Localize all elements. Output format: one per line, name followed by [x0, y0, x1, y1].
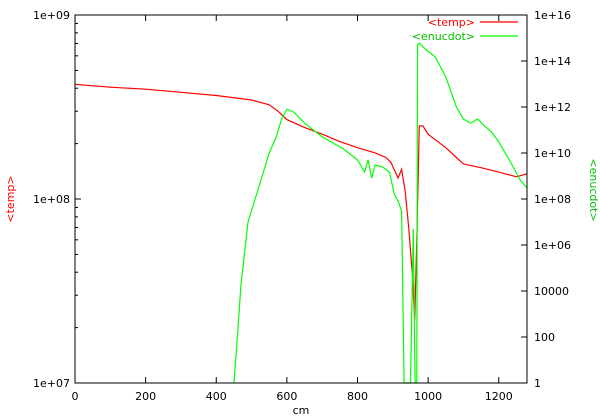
legend-label-enucdot: <enucdot> [412, 30, 475, 43]
x-tick-label: 1000 [414, 390, 442, 403]
x-tick-label: 800 [347, 390, 368, 403]
y-right-tick-label: 10000 [534, 285, 569, 298]
y-left-tick-label: 1e+07 [33, 377, 70, 390]
x-tick-label: 0 [72, 390, 79, 403]
legend-label-temp: <temp> [428, 16, 475, 29]
y-right-axis-label: <enucdot> [587, 158, 600, 221]
y-right-tick-label: 1e+14 [534, 55, 571, 68]
y-left-axis-label: <temp> [4, 175, 17, 222]
legend: <temp><enucdot> [412, 16, 518, 43]
y-right-tick-label: 1 [534, 377, 541, 390]
y-right-tick-label: 1e+08 [534, 193, 571, 206]
y-left-tick-label: 1e+08 [33, 193, 70, 206]
series-line-temp [74, 83, 528, 321]
x-axis-ticks: 0 200 400 600 800 1000 1200 [72, 15, 513, 403]
series-line-enucdot [233, 42, 528, 384]
y-left-tick-label: 1e+09 [33, 9, 70, 22]
x-tick-label: 400 [206, 390, 227, 403]
y-left-axis-ticks: 1e+07 1e+08 1e+09 [33, 9, 81, 390]
y-right-tick-label: 100 [534, 331, 555, 344]
y-right-tick-label: 1e+16 [534, 9, 571, 22]
y-right-tick-label: 1e+06 [534, 239, 571, 252]
y-right-tick-label: 1e+10 [534, 147, 571, 160]
y-right-tick-label: 1e+12 [534, 101, 571, 114]
y-right-axis-ticks: 1 100 10000 1e+06 1e+08 1e+10 1e+12 1e+14 1e+16 [521, 9, 571, 390]
x-tick-label: 1200 [485, 390, 513, 403]
x-tick-label: 200 [135, 390, 156, 403]
plot-frame [74, 14, 528, 384]
x-axis-label: cm [293, 404, 310, 417]
x-tick-label: 600 [276, 390, 297, 403]
plot-lines [74, 42, 528, 384]
